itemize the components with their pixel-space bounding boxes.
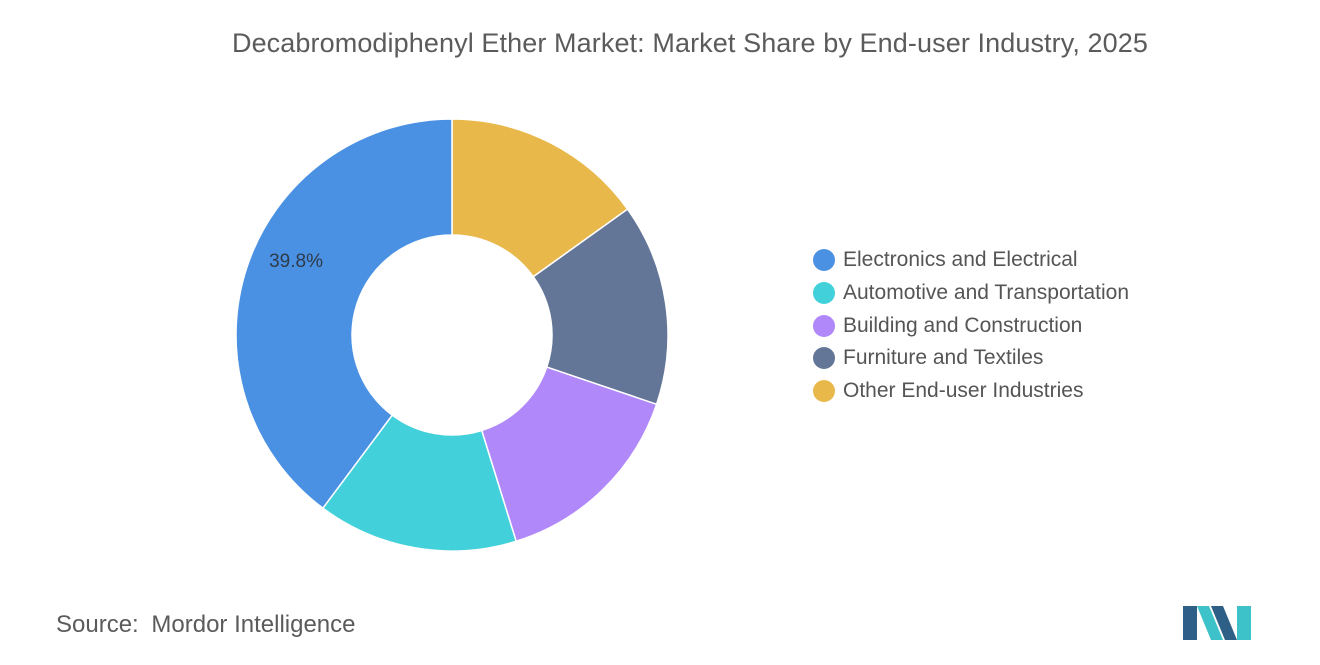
legend-item-automotive-and-transportation[interactable]: Automotive and Transportation	[813, 277, 1129, 310]
legend-label: Automotive and Transportation	[843, 281, 1130, 305]
logo-shape-diag1	[1197, 606, 1223, 640]
donut-slice-automotive-and-transportation[interactable]	[321, 414, 518, 552]
source-note: Source: Mordor Intelligence	[56, 611, 356, 639]
legend-label: Building and Construction	[843, 313, 1083, 337]
source-label: Source:	[56, 611, 139, 638]
legend-swatch-electronics	[813, 249, 835, 272]
legend-item-building-and-construction[interactable]: Building and Construction	[813, 309, 1129, 342]
donut-slice-electronics-and-electrical[interactable]	[235, 118, 453, 510]
donut-slice-other-end-user-industries[interactable]	[451, 118, 629, 278]
legend-label: Other End-user Industries	[843, 379, 1084, 403]
data-label-electronics-and-electrical: 39.8%	[269, 251, 323, 272]
donut-slice-furniture-and-textiles[interactable]	[532, 208, 669, 406]
legend-item-furniture-and-textiles[interactable]: Furniture and Textiles	[813, 342, 1129, 375]
legend-swatch-automotive	[813, 282, 835, 305]
logo-shape-mid	[1211, 606, 1237, 640]
logo-shape-left	[1183, 606, 1197, 640]
donut-slice-building-and-construction[interactable]	[480, 366, 658, 543]
legend-swatch-building	[813, 314, 835, 337]
chart-legend: Electronics and Electrical Automotive an…	[813, 244, 1129, 407]
legend-swatch-other	[813, 380, 835, 403]
legend-item-other-end-user-industries[interactable]: Other End-user Industries	[813, 375, 1129, 408]
legend-label: Electronics and Electrical	[843, 248, 1078, 272]
legend-swatch-furniture	[813, 347, 835, 370]
chart-title: Decabromodiphenyl Ether Market: Market S…	[231, 28, 1149, 58]
legend-label: Furniture and Textiles	[843, 346, 1044, 370]
logo-shape-right	[1237, 606, 1251, 640]
legend-item-electronics-and-electrical[interactable]: Electronics and Electrical	[813, 244, 1129, 277]
source-value: Mordor Intelligence	[151, 611, 356, 638]
mordor-intelligence-logo-icon	[1183, 606, 1251, 640]
